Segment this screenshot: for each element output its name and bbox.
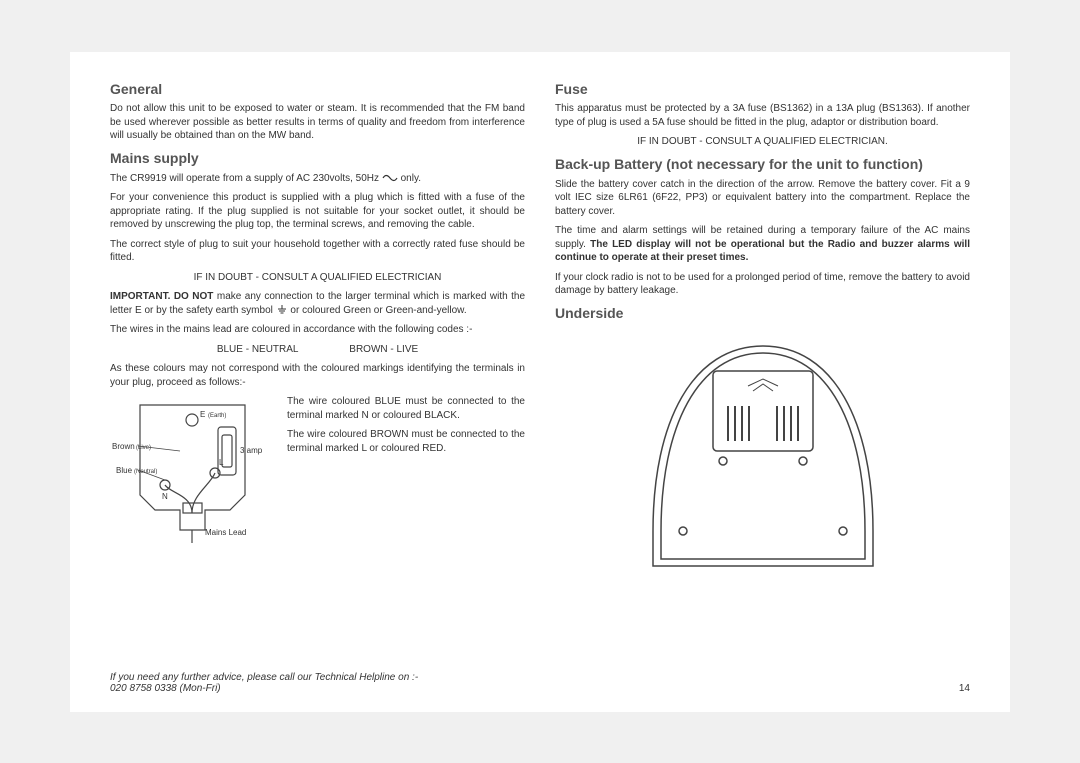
mains-p4c: or coloured Green or Green-and-yellow. bbox=[290, 305, 466, 316]
backup-p2: The time and alarm settings will be reta… bbox=[555, 224, 970, 265]
brown-live-label: BROWN - LIVE bbox=[349, 343, 418, 357]
heading-fuse: Fuse bbox=[555, 80, 970, 99]
mains-important: IMPORTANT. DO NOT bbox=[110, 291, 213, 302]
page-footer: If you need any further advice, please c… bbox=[110, 672, 970, 694]
general-text: Do not allow this unit to be exposed to … bbox=[110, 102, 525, 143]
manual-page: General Do not allow this unit to be exp… bbox=[70, 52, 1010, 712]
plug-brown-text: The wire coloured BROWN must be connecte… bbox=[287, 428, 525, 455]
helpline-line1: If you need any further advice, please c… bbox=[110, 672, 418, 683]
heading-underside: Underside bbox=[555, 304, 970, 323]
heading-backup-battery: Back-up Battery (not necessary for the u… bbox=[555, 155, 970, 174]
mains-p3: The correct style of plug to suit your h… bbox=[110, 238, 525, 265]
underside-diagram bbox=[613, 331, 913, 581]
plug-row: E (Earth) Brown (Live) Blue (Neutral) N … bbox=[110, 395, 525, 545]
right-column: Fuse This apparatus must be protected by… bbox=[555, 80, 970, 672]
page-number: 14 bbox=[959, 683, 970, 694]
plug-lead-label: Mains Lead bbox=[205, 528, 246, 537]
mains-p2: For your convenience this product is sup… bbox=[110, 191, 525, 232]
plug-blue-label: Blue bbox=[116, 466, 133, 475]
mains-p6: As these colours may not correspond with… bbox=[110, 362, 525, 389]
earth-symbol-icon bbox=[276, 304, 288, 316]
heading-mains: Mains supply bbox=[110, 149, 525, 168]
mains-p5: The wires in the mains lead are coloured… bbox=[110, 323, 525, 337]
plug-n-label: N bbox=[162, 492, 168, 501]
backup-p2b: The LED display will not be operational … bbox=[555, 239, 970, 264]
mains-p1b: only. bbox=[401, 173, 421, 184]
plug-e-label: E bbox=[200, 410, 205, 419]
mains-warning: IF IN DOUBT - CONSULT A QUALIFIED ELECTR… bbox=[110, 271, 525, 285]
plug-instructions: The wire coloured BLUE must be connected… bbox=[287, 395, 525, 461]
underside-diagram-container bbox=[555, 331, 970, 581]
plug-neutral-label: (Neutral) bbox=[134, 469, 157, 475]
mains-p1: The CR9919 will operate from a supply of… bbox=[110, 172, 525, 186]
plug-fuse-label: 3 amp bbox=[240, 446, 263, 455]
plug-earth-label: (Earth) bbox=[208, 413, 226, 419]
blue-neutral-label: BLUE - NEUTRAL bbox=[217, 343, 299, 357]
two-column-layout: General Do not allow this unit to be exp… bbox=[110, 80, 970, 672]
mains-p1a: The CR9919 will operate from a supply of… bbox=[110, 173, 382, 184]
plug-l-label: L bbox=[219, 458, 224, 467]
plug-brown-label: Brown bbox=[112, 442, 135, 451]
wire-colour-codes: BLUE - NEUTRAL BROWN - LIVE bbox=[110, 343, 525, 357]
mains-p4: IMPORTANT. DO NOT make any connection to… bbox=[110, 290, 525, 317]
helpline-line2: 020 8758 0338 (Mon-Fri) bbox=[110, 683, 418, 694]
fuse-p1: This apparatus must be protected by a 3A… bbox=[555, 102, 970, 129]
plug-blue-text: The wire coloured BLUE must be connected… bbox=[287, 395, 525, 422]
backup-p3: If your clock radio is not to be used fo… bbox=[555, 271, 970, 298]
backup-p1: Slide the battery cover catch in the dir… bbox=[555, 178, 970, 219]
ac-sine-icon bbox=[382, 173, 398, 183]
plug-wiring-diagram: E (Earth) Brown (Live) Blue (Neutral) N … bbox=[110, 395, 275, 545]
fuse-warning: IF IN DOUBT - CONSULT A QUALIFIED ELECTR… bbox=[555, 135, 970, 149]
helpline-note: If you need any further advice, please c… bbox=[110, 672, 418, 694]
heading-general: General bbox=[110, 80, 525, 99]
left-column: General Do not allow this unit to be exp… bbox=[110, 80, 525, 672]
